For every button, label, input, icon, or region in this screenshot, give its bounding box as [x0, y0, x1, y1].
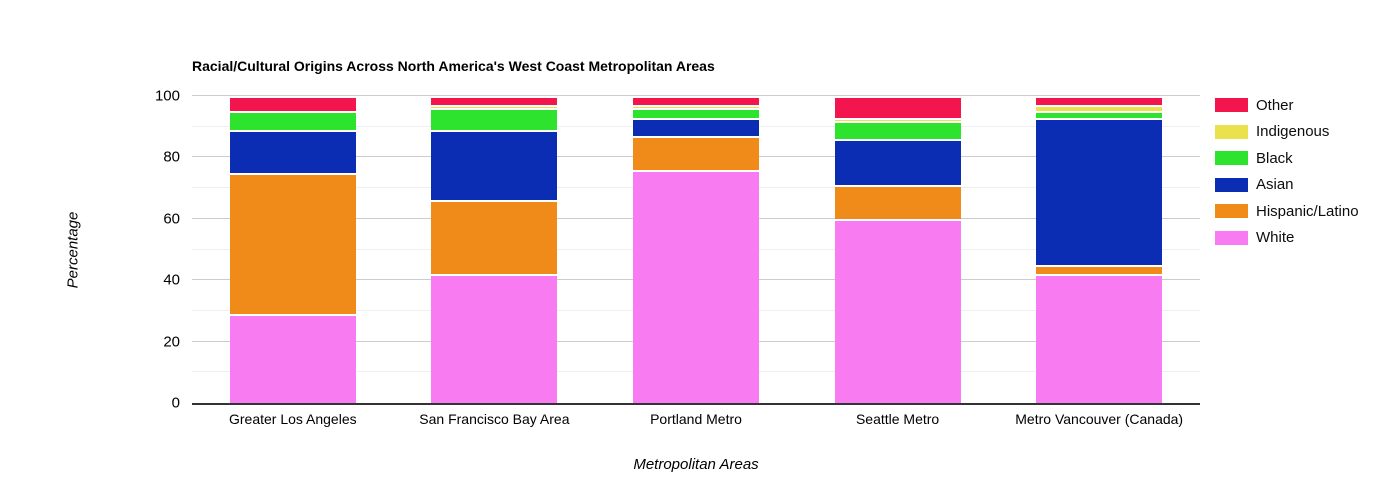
bar-segment-black[interactable]	[834, 120, 961, 139]
bar-seattle-metro	[834, 96, 961, 403]
legend-item-asian[interactable]: Asian	[1215, 176, 1359, 194]
legend-label: Hispanic/Latino	[1256, 202, 1359, 220]
legend-item-black[interactable]: Black	[1215, 149, 1359, 167]
legend-swatch	[1215, 151, 1248, 166]
bar-san-francisco-bay-area	[431, 96, 558, 403]
y-tick-label: 100	[154, 87, 180, 105]
x-tick-label: Metro Vancouver (Canada)	[1015, 411, 1184, 427]
bar-segment-black[interactable]	[1036, 111, 1163, 118]
bar-metro-vancouver-canada	[1036, 96, 1163, 403]
bar-segment-indigenous[interactable]	[834, 117, 961, 121]
legend-label: White	[1256, 229, 1295, 247]
bar-segment-white[interactable]	[834, 218, 961, 403]
bar-segment-indigenous[interactable]	[633, 105, 759, 109]
bar-segment-asian[interactable]	[633, 117, 759, 136]
legend-label: Indigenous	[1256, 123, 1330, 141]
bar-segment-asian[interactable]	[1036, 117, 1163, 265]
bar-segment-asian[interactable]	[834, 139, 961, 186]
bar-segment-white[interactable]	[1036, 274, 1163, 403]
y-tick-label: 20	[163, 333, 180, 351]
bar-segment-hispanic-latino[interactable]	[229, 172, 356, 314]
bar-portland-metro	[633, 96, 759, 403]
legend-label: Black	[1256, 149, 1293, 167]
legend-item-white[interactable]: White	[1215, 229, 1359, 247]
bar-segment-indigenous[interactable]	[431, 105, 558, 109]
bar-segment-black[interactable]	[633, 108, 759, 118]
bar-segment-hispanic-latino[interactable]	[834, 185, 961, 219]
bar-segment-asian[interactable]	[229, 129, 356, 173]
bar-segment-other[interactable]	[834, 96, 961, 118]
legend-label: Asian	[1256, 176, 1294, 194]
bar-segment-other[interactable]	[633, 96, 759, 106]
legend-item-hispanic-latino[interactable]: Hispanic/Latino	[1215, 202, 1359, 220]
bar-segment-hispanic-latino[interactable]	[633, 135, 759, 170]
y-tick-label: 60	[163, 210, 180, 228]
y-tick-label: 0	[171, 394, 180, 412]
x-axis-title: Metropolitan Areas	[633, 456, 759, 473]
y-axis-title: Percentage	[64, 211, 82, 289]
plot-area	[192, 95, 1200, 405]
legend-swatch	[1215, 98, 1248, 112]
bar-segment-asian[interactable]	[431, 129, 558, 201]
y-axis-tick-labels: 0 20 40 60 80 100	[0, 88, 180, 412]
bar-segment-white[interactable]	[431, 274, 558, 403]
bar-segment-black[interactable]	[431, 108, 558, 130]
bar-segment-other[interactable]	[1036, 96, 1163, 106]
bar-segment-indigenous[interactable]	[1036, 105, 1163, 112]
y-tick-label: 80	[163, 148, 180, 166]
legend-swatch	[1215, 204, 1248, 219]
bar-segment-other[interactable]	[431, 96, 558, 106]
legend: Other Indigenous Black Asian Hispanic/Latino…	[1215, 96, 1359, 258]
x-axis-tick-labels: Greater Los Angeles San Francisco Bay Are…	[192, 411, 1200, 431]
y-tick-label: 40	[163, 271, 180, 289]
major-gridline	[192, 95, 1200, 96]
bar-segment-white[interactable]	[633, 169, 759, 403]
legend-swatch	[1215, 177, 1248, 192]
legend-swatch	[1215, 124, 1248, 139]
bar-segment-hispanic-latino[interactable]	[1036, 264, 1163, 275]
bar-greater-los-angeles	[229, 96, 356, 403]
legend-label: Other	[1256, 96, 1294, 114]
bar-segment-white[interactable]	[229, 313, 356, 403]
legend-item-indigenous[interactable]: Indigenous	[1215, 123, 1359, 141]
bar-segment-other[interactable]	[229, 96, 356, 112]
chart-title: Racial/Cultural Origins Across North Ame…	[192, 58, 715, 74]
bar-segment-black[interactable]	[229, 111, 356, 130]
x-tick-label: Greater Los Angeles	[228, 411, 357, 427]
bar-segment-hispanic-latino[interactable]	[431, 200, 558, 275]
x-tick-label: Seattle Metro	[855, 411, 940, 427]
x-tick-label: San Francisco Bay Area	[419, 411, 570, 427]
legend-swatch	[1215, 230, 1248, 245]
x-tick-label: Portland Metro	[650, 411, 742, 427]
legend-item-other[interactable]: Other	[1215, 96, 1359, 114]
